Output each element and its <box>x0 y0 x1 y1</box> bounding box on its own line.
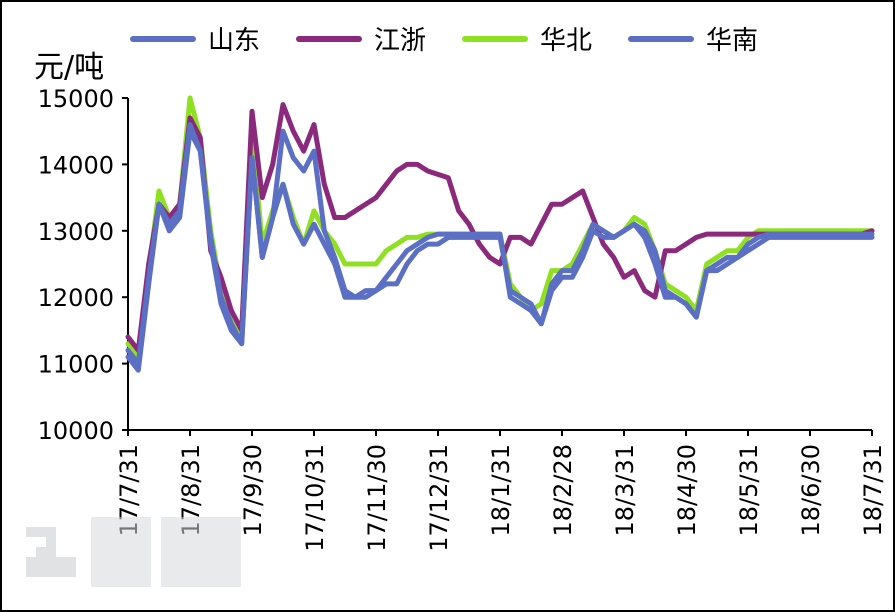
legend-label-huabei: 华北 <box>540 26 593 56</box>
x-tick-label: 17/9/30 <box>239 444 267 537</box>
x-tick-label: 18/6/30 <box>797 444 825 537</box>
legend-swatch-shandong <box>130 36 196 42</box>
x-tick-label: 17/11/30 <box>363 444 391 552</box>
y-axis-unit-label: 元/吨 <box>34 50 105 85</box>
y-tick-label: 11000 <box>38 351 114 379</box>
oilchem-logo <box>26 517 241 587</box>
y-tick-label: 15000 <box>38 85 114 113</box>
series-line-1 <box>125 102 875 353</box>
y-tick-label: 14000 <box>38 151 114 179</box>
x-tick-label: 18/7/31 <box>859 444 887 537</box>
legend: 山东 江浙 华北 华南 <box>0 18 895 58</box>
legend-swatch-jiangzhe <box>296 36 362 42</box>
legend-label-shandong: 山东 <box>208 26 261 56</box>
legend-label-jiangzhe: 江浙 <box>374 26 427 56</box>
legend-swatch-huanan <box>628 36 694 42</box>
legend-label-huanan: 华南 <box>706 26 759 56</box>
y-tick-label: 12000 <box>38 284 114 312</box>
x-tick-label: 18/5/31 <box>735 444 763 537</box>
x-tick-label: 18/1/31 <box>487 444 515 537</box>
y-tick-label: 10000 <box>38 417 114 445</box>
series-line-2 <box>125 95 875 360</box>
legend-swatch-huabei <box>462 36 528 42</box>
x-tick-label: 17/12/31 <box>425 444 453 552</box>
x-tick-label: 17/10/31 <box>301 444 329 552</box>
x-tick-label: 18/3/31 <box>611 444 639 537</box>
x-tick-label: 18/4/30 <box>673 444 701 537</box>
y-tick-label: 13000 <box>38 218 114 246</box>
series-line-0 <box>125 122 875 367</box>
x-tick-label: 18/2/28 <box>549 444 577 537</box>
